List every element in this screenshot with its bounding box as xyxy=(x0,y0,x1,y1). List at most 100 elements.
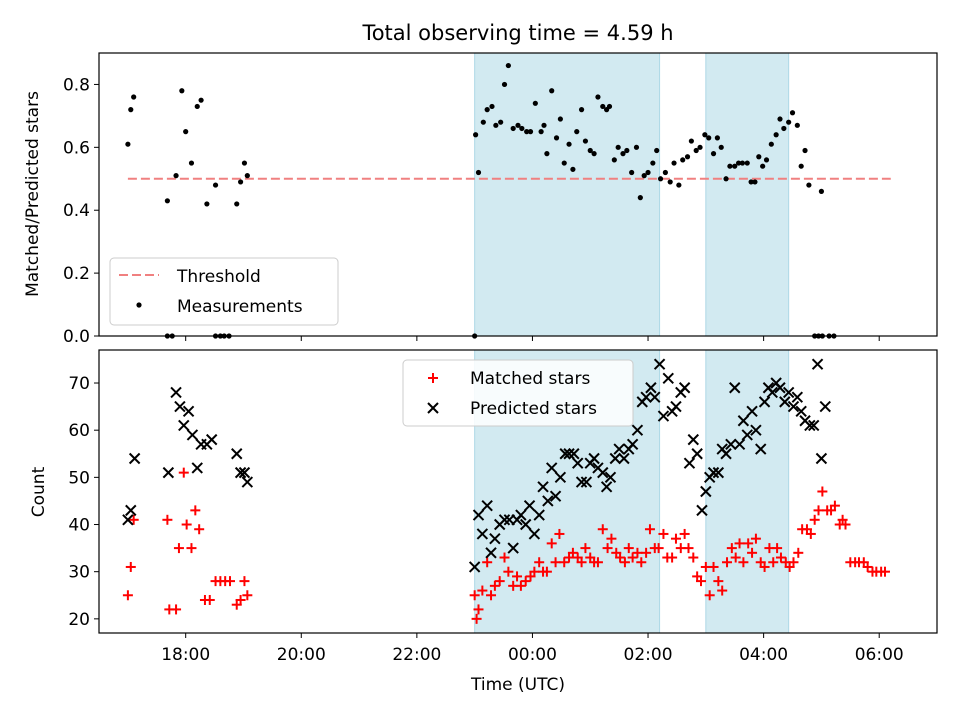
measurement-point xyxy=(760,163,766,169)
matched-star-point xyxy=(653,543,664,554)
predicted-star-point xyxy=(791,391,804,403)
matched-star-point xyxy=(738,557,749,568)
predicted-star-point xyxy=(125,504,137,517)
predicted-star-point xyxy=(580,476,593,488)
predicted-star-point xyxy=(750,424,762,436)
matched-star-point xyxy=(576,557,587,568)
predicted-star-point xyxy=(755,443,767,455)
measurement-point xyxy=(773,132,779,138)
measurement-point xyxy=(777,116,783,122)
measurement-point xyxy=(768,141,774,147)
measurement-point xyxy=(198,97,204,103)
legend-predicted-swatch xyxy=(427,402,439,414)
matched-star-point xyxy=(688,552,699,563)
predicted-star-point xyxy=(568,448,580,460)
measurement-point xyxy=(188,160,195,166)
measurement-point xyxy=(493,122,499,128)
measurement-point xyxy=(794,122,800,128)
predicted-stars-series xyxy=(122,358,831,573)
measurement-point xyxy=(212,182,219,188)
y-tick-label: 40 xyxy=(68,516,90,536)
predicted-star-point xyxy=(815,452,828,465)
measurement-point xyxy=(723,176,729,182)
matched-star-point xyxy=(840,519,851,530)
matched-star-point xyxy=(768,557,779,568)
measurement-point xyxy=(183,129,189,135)
measurement-point xyxy=(763,157,770,163)
measurement-point xyxy=(633,144,640,150)
predicted-star-point xyxy=(670,400,682,413)
measurement-point xyxy=(645,169,651,176)
shaded-interval xyxy=(705,349,790,634)
matched-star-point xyxy=(788,557,799,568)
bottom-panel-plot: 20 30 40 50 60 70 18:00 20:00 22:00 00:00 02:00 04:… xyxy=(29,349,938,695)
predicted-star-point xyxy=(182,405,195,418)
predicted-star-point xyxy=(725,438,737,451)
measurement-point xyxy=(538,129,544,135)
measurement-point xyxy=(688,138,694,144)
matched-star-point xyxy=(541,566,552,577)
measurement-point xyxy=(662,169,668,176)
matched-star-point xyxy=(173,543,184,554)
predicted-star-point xyxy=(737,415,750,427)
axes-frame xyxy=(98,52,938,337)
matched-star-point xyxy=(239,576,250,587)
legend-matched-swatch xyxy=(428,373,438,383)
measurement-point xyxy=(475,169,482,176)
matched-star-point xyxy=(559,557,570,568)
matched-star-point xyxy=(747,547,758,558)
matched-star-point xyxy=(644,524,655,535)
measurement-point xyxy=(549,88,555,94)
matched-star-point xyxy=(125,561,136,572)
predicted-star-point xyxy=(779,396,791,408)
x-tick-label: 00:00 xyxy=(508,645,557,665)
predicted-star-point xyxy=(178,419,190,432)
predicted-star-point xyxy=(559,448,571,460)
predicted-star-point xyxy=(609,452,621,465)
shaded-interval xyxy=(474,52,661,337)
measurement-point xyxy=(667,179,673,185)
matched-star-point xyxy=(602,543,613,554)
y-tick-label: 0.2 xyxy=(63,264,90,284)
matched-star-point xyxy=(473,604,484,615)
matched-star-point xyxy=(482,557,493,568)
matched-star-point xyxy=(862,561,873,572)
measurement-point xyxy=(553,135,560,141)
matched-star-point xyxy=(471,613,482,624)
measurement-point xyxy=(657,176,664,182)
measurement-point xyxy=(595,94,601,100)
matched-star-point xyxy=(879,566,890,577)
matched-star-point xyxy=(469,590,480,601)
predicted-star-point xyxy=(657,410,670,422)
predicted-star-point xyxy=(162,466,175,479)
measurement-point xyxy=(532,100,538,106)
measurement-point xyxy=(786,119,792,125)
measurement-point xyxy=(489,103,495,110)
predicted-star-point xyxy=(542,495,554,507)
measurement-point xyxy=(591,151,597,157)
x-tick-label: 04:00 xyxy=(739,645,788,665)
top-y-axis-label: Matched/Predicted stars xyxy=(23,91,43,297)
matched-star-point xyxy=(534,557,545,568)
measurement-point xyxy=(524,129,530,135)
matched-star-point xyxy=(615,552,626,563)
predicted-star-point xyxy=(498,514,511,526)
predicted-star-point xyxy=(507,542,519,554)
matched-star-point xyxy=(606,533,617,544)
matched-star-point xyxy=(567,547,578,558)
bottom-legend-box xyxy=(402,359,634,427)
predicted-star-point xyxy=(804,419,816,432)
predicted-star-point xyxy=(720,448,732,460)
bottom-axes: 20 30 40 50 60 70 18:00 20:00 22:00 00:00 02:00 04:… xyxy=(68,349,938,665)
measurement-point xyxy=(615,144,621,150)
measurement-point xyxy=(641,173,647,179)
x-tick-label: 06:00 xyxy=(855,645,904,665)
matched-star-point xyxy=(597,524,608,535)
matched-star-point xyxy=(641,547,652,558)
legend-measurements-swatch xyxy=(136,302,142,308)
top-legend: Threshold Measurements xyxy=(109,257,339,326)
figure-title: Total observing time = 4.59 h xyxy=(361,21,673,45)
matched-star-point xyxy=(623,543,634,554)
predicted-star-point xyxy=(782,386,795,399)
measurements-series xyxy=(125,62,837,339)
